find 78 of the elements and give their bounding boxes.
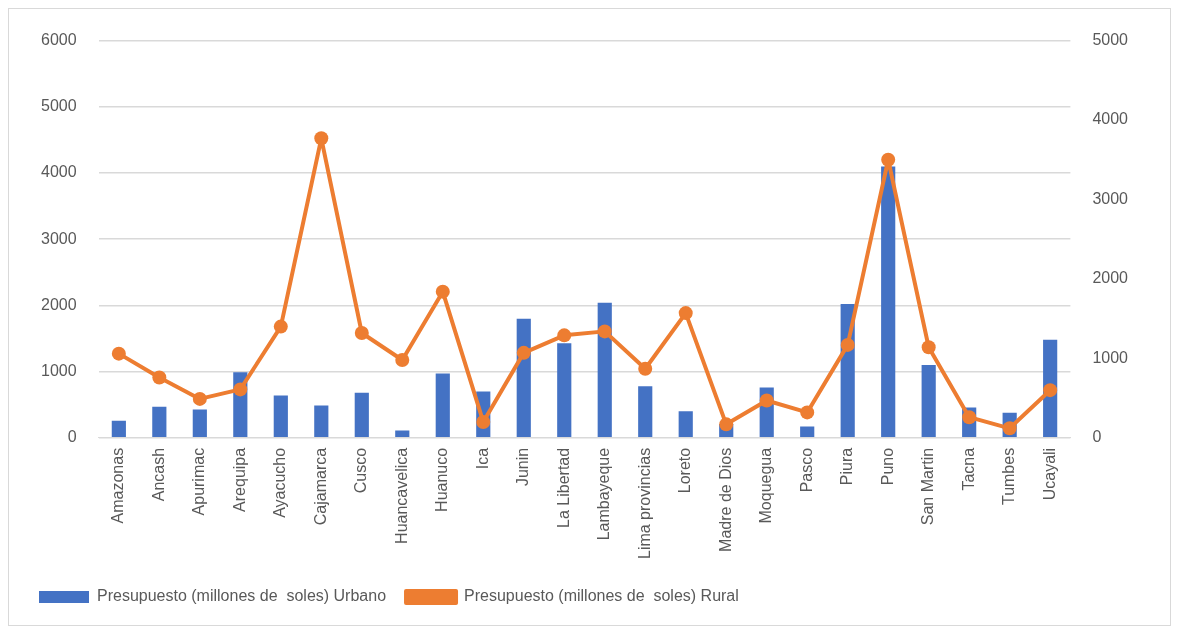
x-tick-label: Moquegua xyxy=(757,447,775,524)
bar xyxy=(597,302,612,438)
bar xyxy=(921,365,936,438)
bar xyxy=(152,406,167,438)
y2-tick-label: 4000 xyxy=(1092,110,1129,128)
point xyxy=(111,346,126,361)
y2-tick-label: 3000 xyxy=(1092,189,1129,207)
x-tick-label: Madre de Dios xyxy=(716,447,734,552)
x-tick-label: La Libertad xyxy=(554,447,572,528)
bar xyxy=(314,405,329,438)
bar xyxy=(881,166,896,438)
y-tick-label: 1000 xyxy=(41,362,77,380)
bar xyxy=(435,373,450,438)
point xyxy=(557,328,572,343)
y-tick-label: 6000 xyxy=(41,31,77,49)
y2-tick-label: 1000 xyxy=(1092,348,1129,366)
bar xyxy=(678,411,693,438)
x-tick-label: San Martin xyxy=(919,447,937,526)
x-tick-label: Lima provincias xyxy=(635,447,653,559)
point xyxy=(516,345,531,360)
bar xyxy=(395,430,410,438)
bar xyxy=(800,426,815,438)
bar xyxy=(638,386,653,438)
x-tick-label: Ayacucho xyxy=(271,447,289,518)
y2-tick-label: 0 xyxy=(1092,428,1102,446)
point xyxy=(840,337,855,352)
legend-label: Presupuesto (millones de soles) Rural xyxy=(464,587,739,605)
point xyxy=(152,370,167,385)
bar xyxy=(111,420,126,438)
point xyxy=(638,361,653,376)
point xyxy=(354,325,369,340)
point xyxy=(921,340,936,355)
bar xyxy=(354,392,369,438)
bar xyxy=(557,343,572,438)
x-tick-label: Loreto xyxy=(676,447,694,494)
x-tick-label: Tumbes xyxy=(1000,447,1018,506)
x-tick-label: Puno xyxy=(878,447,896,486)
point xyxy=(233,382,248,397)
point xyxy=(395,352,410,367)
point xyxy=(273,319,288,334)
point xyxy=(962,410,977,425)
x-tick-label: Ucayali xyxy=(1040,447,1058,501)
x-tick-label: Cajamarca xyxy=(311,447,329,526)
x-tick-label: Ica xyxy=(473,447,491,470)
x-tick-label: Apurimac xyxy=(190,447,208,516)
y-tick-label: 0 xyxy=(67,428,77,446)
point xyxy=(476,414,491,429)
point xyxy=(1002,421,1017,436)
y-tick-label: 2000 xyxy=(41,295,77,313)
legend-label: Presupuesto (millones de soles) Urbano xyxy=(97,587,387,605)
x-tick-label: Piura xyxy=(838,447,856,486)
point xyxy=(597,324,612,339)
bar xyxy=(273,395,288,438)
x-tick-label: Tacna xyxy=(959,447,977,491)
point xyxy=(881,152,896,167)
point xyxy=(435,284,450,299)
point xyxy=(719,417,734,432)
bar xyxy=(192,409,207,438)
point xyxy=(1043,383,1058,398)
point xyxy=(678,306,693,321)
y-tick-label: 4000 xyxy=(41,163,77,181)
x-tick-label: Junin xyxy=(514,447,532,487)
point xyxy=(800,405,815,420)
x-tick-label: Lambayeque xyxy=(595,447,613,541)
point xyxy=(759,393,774,408)
y2-tick-label: 2000 xyxy=(1092,269,1129,287)
x-tick-label: Huanuco xyxy=(433,447,451,512)
point xyxy=(314,131,329,146)
y-tick-label: 3000 xyxy=(41,229,77,247)
point xyxy=(192,391,207,406)
x-tick-label: Cusco xyxy=(352,447,370,494)
x-tick-label: Huancavelica xyxy=(392,447,410,544)
x-tick-label: Amazonas xyxy=(109,447,127,524)
x-tick-label: Ancash xyxy=(149,447,167,502)
y2-tick-label: 5000 xyxy=(1092,31,1129,49)
x-tick-label: Arequipa xyxy=(230,447,248,512)
y-tick-label: 5000 xyxy=(41,97,77,115)
x-tick-label: Pasco xyxy=(797,447,815,493)
